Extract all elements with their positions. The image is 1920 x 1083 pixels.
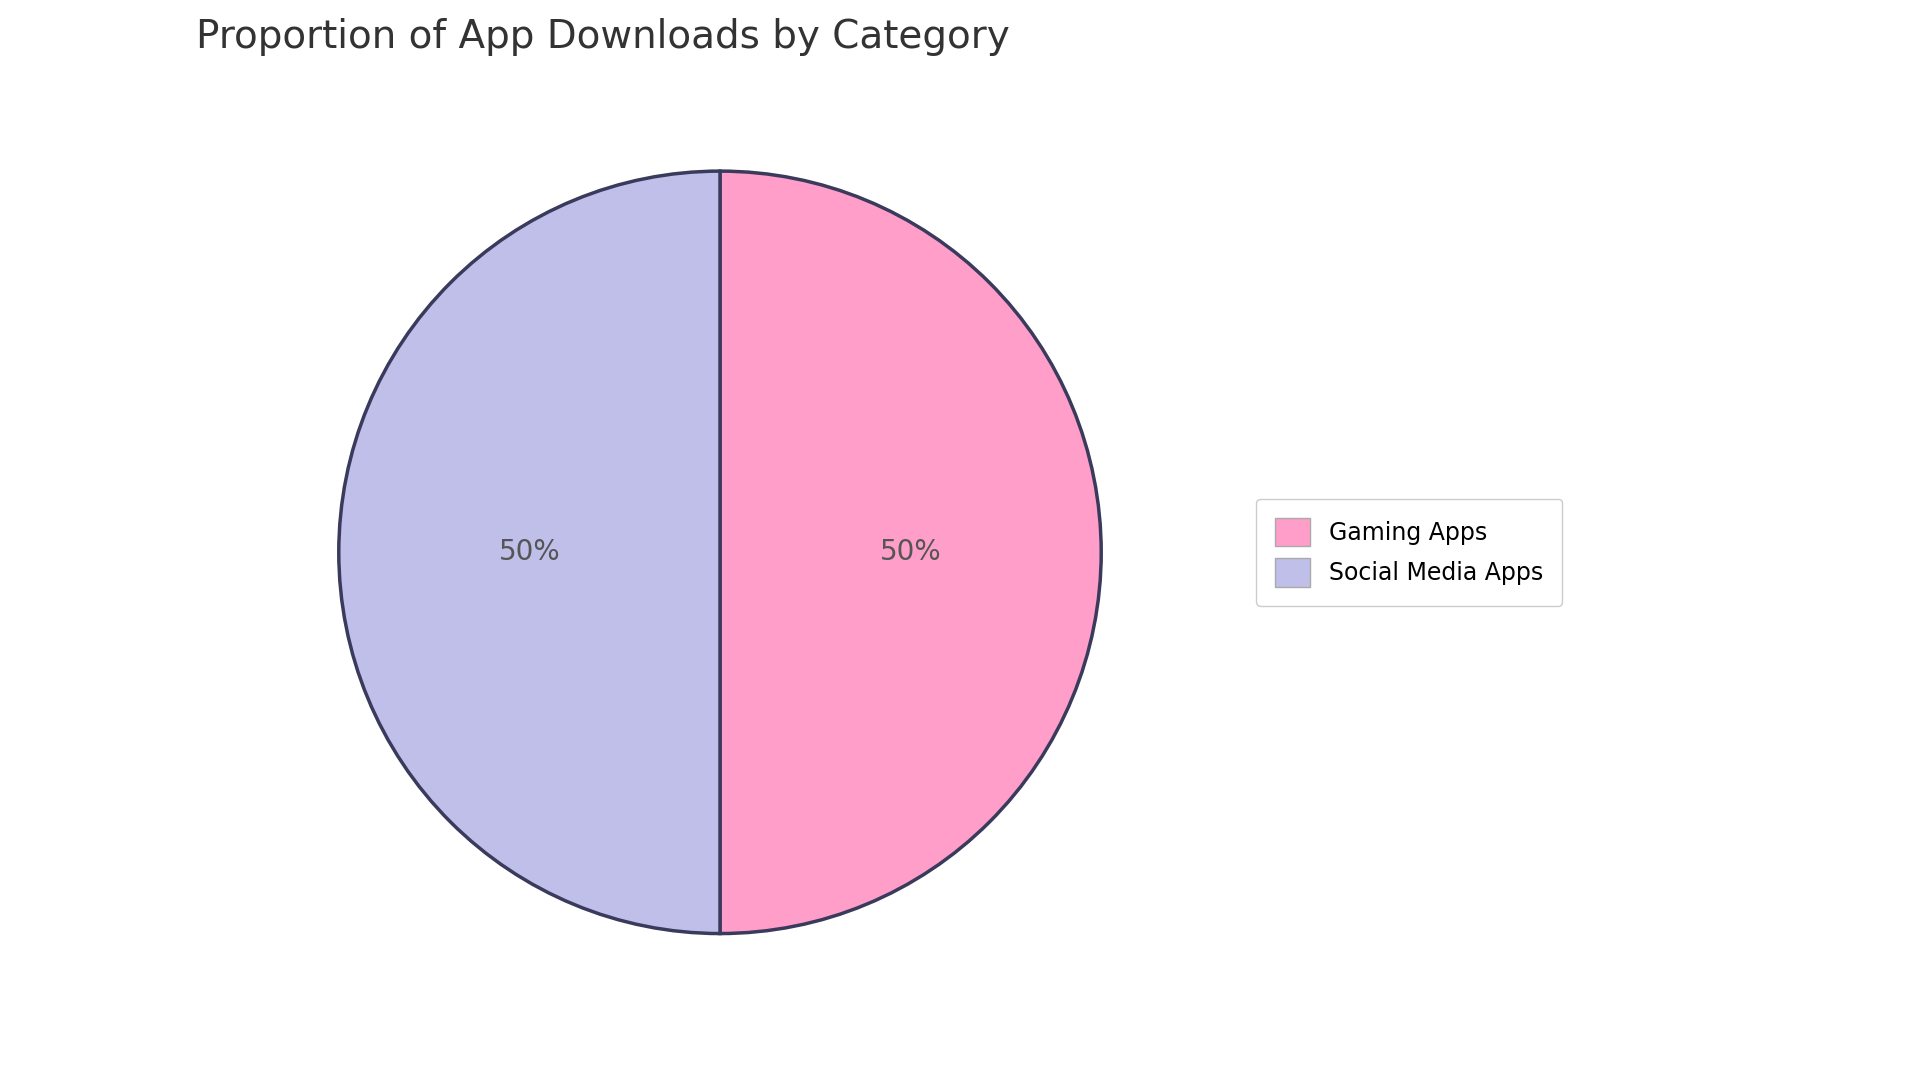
Text: 50%: 50% xyxy=(879,538,941,566)
Text: Proportion of App Downloads by Category: Proportion of App Downloads by Category xyxy=(196,18,1010,56)
Wedge shape xyxy=(338,171,720,934)
Text: 50%: 50% xyxy=(499,538,561,566)
Wedge shape xyxy=(720,171,1102,934)
Legend: Gaming Apps, Social Media Apps: Gaming Apps, Social Media Apps xyxy=(1256,499,1563,605)
